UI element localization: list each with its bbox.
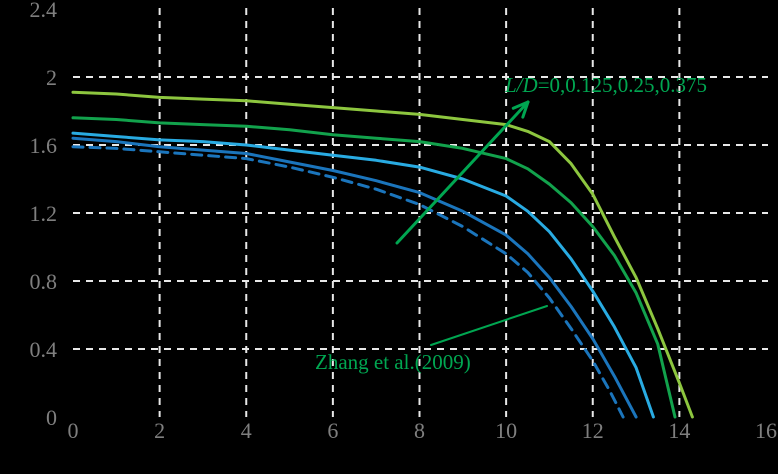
ld-annotation-text: =0,0.125,0.25,0.375: [537, 73, 708, 97]
y-tick-label: 2: [46, 65, 57, 90]
curve-l-d-0.375: [71, 90, 694, 419]
curve-zhang-et-al.-2009-: [71, 145, 625, 419]
y-tick-label: 2.4: [30, 0, 58, 22]
ld-arrowhead-icon: [511, 100, 530, 110]
zhang-annotation-label: Zhang et al.(2009): [315, 350, 471, 374]
x-tick-label: 4: [241, 418, 252, 443]
ld-annotation-label: L/D=0,0.125,0.25,0.375: [505, 74, 707, 96]
y-tick-label: 0.4: [30, 337, 58, 362]
ld-annotation-prefix: L/D: [505, 73, 538, 97]
x-tick-label: 12: [582, 418, 604, 443]
x-tick-label: 6: [327, 418, 338, 443]
x-tick-label: 0: [68, 418, 79, 443]
y-tick-label: 0.8: [30, 269, 58, 294]
y-tick-label: 0: [46, 405, 57, 430]
curve-l-d-0.125: [71, 131, 655, 419]
x-tick-label: 14: [668, 418, 690, 443]
curve-l-d-0.25: [71, 116, 677, 419]
zhang-leader-line: [430, 305, 548, 346]
y-tick-label: 1.6: [30, 133, 58, 158]
x-tick-label: 2: [154, 418, 165, 443]
ld-arrow: [395, 100, 530, 245]
y-tick-label: 1.2: [30, 201, 58, 226]
curve-l-d-0: [71, 136, 638, 419]
x-tick-label: 16: [755, 418, 777, 443]
x-tick-label: 10: [495, 418, 517, 443]
x-tick-label: 8: [414, 418, 425, 443]
ld-arrowhead-icon: [521, 100, 530, 119]
